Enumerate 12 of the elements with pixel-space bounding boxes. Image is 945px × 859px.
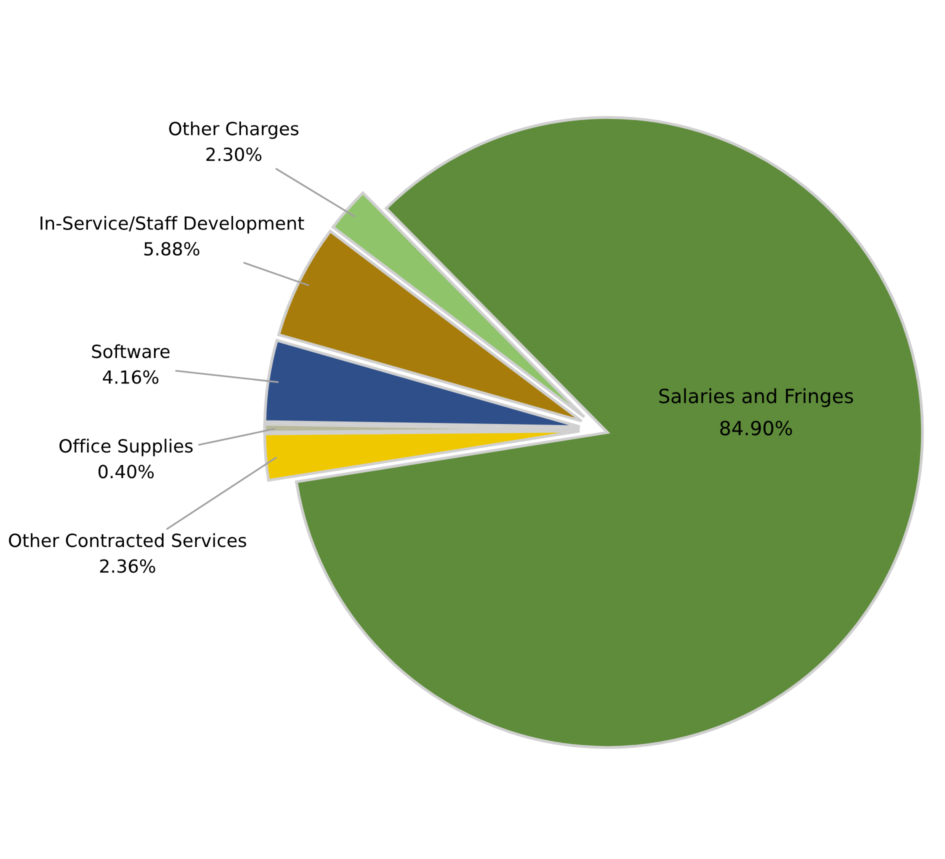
slice-label: Software <box>92 344 170 358</box>
slice-label: In-Service/Staff Development <box>40 216 304 234</box>
data-label: 0.40% <box>98 464 154 478</box>
slice-label: Other Contracted Services <box>8 533 246 548</box>
slice-label: Other Charges <box>169 121 298 139</box>
data-label: 4.16% <box>102 370 158 384</box>
slice-label: Salaries and Fringes <box>659 388 854 408</box>
data-label: 5.88% <box>144 242 200 256</box>
data-label: 84.90% <box>720 420 792 436</box>
data-label: 2.30% <box>206 147 262 162</box>
data-label: 2.36% <box>100 559 156 573</box>
slice-label: Office Supplies <box>59 438 193 456</box>
